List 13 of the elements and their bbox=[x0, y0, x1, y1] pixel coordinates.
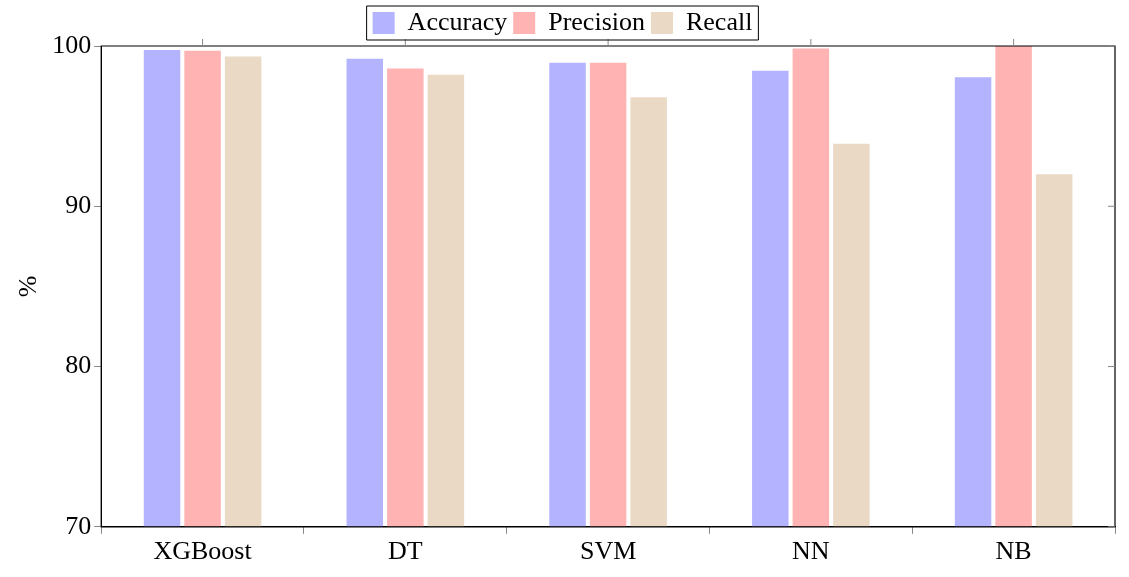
x-tick-label: SVM bbox=[579, 536, 637, 566]
legend-label: Precision bbox=[548, 6, 645, 36]
y-axis-title: % bbox=[13, 275, 43, 298]
x-tick-label: NN bbox=[792, 536, 830, 566]
y-tick-label: 90 bbox=[65, 190, 92, 220]
x-tick-label: XGBoost bbox=[153, 536, 253, 566]
legend-label: Accuracy bbox=[407, 6, 508, 36]
x-tick-label: DT bbox=[388, 536, 423, 566]
x-tick-label: NB bbox=[995, 536, 1032, 566]
y-tick-label: 100 bbox=[52, 29, 92, 59]
y-tick-label: 70 bbox=[65, 510, 92, 540]
y-tick-label: 80 bbox=[65, 350, 92, 380]
legend-label: Recall bbox=[685, 6, 753, 36]
